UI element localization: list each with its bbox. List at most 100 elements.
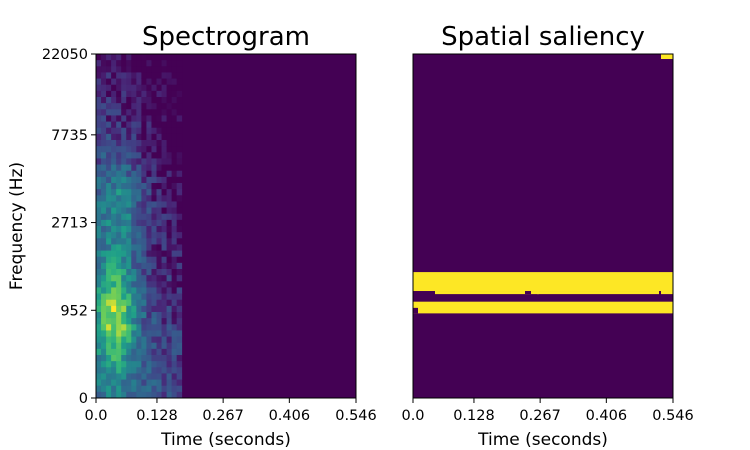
spectrogram-cells: [96, 54, 356, 399]
spectrogram-cell: [101, 287, 107, 294]
spectrogram-cell: [116, 158, 122, 165]
spectrogram-cell: [141, 103, 147, 110]
spectrogram-cell: [166, 299, 173, 307]
spectrogram-cell: [141, 195, 147, 202]
spectrogram-cell: [166, 158, 173, 165]
spectrogram-cell: [136, 330, 142, 337]
spectrogram-x-ticks: 0.0 0.128 0.267 0.406 0.546: [84, 398, 377, 424]
spectrogram-cell: [136, 115, 142, 122]
spectrogram-cell: [156, 72, 162, 79]
spectrogram-cell: [146, 312, 152, 319]
spectrogram-cell: [146, 115, 152, 122]
spectrogram-cell: [96, 103, 102, 110]
spectrogram-cell: [156, 299, 162, 307]
spectrogram-cell: [136, 103, 142, 110]
spectrogram-cell: [151, 219, 157, 227]
spectrogram-cell: [156, 361, 162, 368]
spectrogram-cell: [166, 318, 173, 325]
spectrogram-cell: [171, 281, 178, 288]
spectrogram-cell: [131, 269, 137, 276]
spectrogram-cell: [126, 330, 132, 337]
spectrogram-cell: [131, 275, 137, 282]
spectrogram-cell: [141, 183, 147, 190]
spectrogram-cell: [141, 348, 147, 356]
spectrogram-cell: [171, 90, 178, 98]
spectrogram-cell: [106, 213, 112, 221]
spectrogram-cell: [176, 158, 183, 165]
spectrogram-cell: [101, 250, 107, 258]
spectrogram-cell: [96, 299, 102, 307]
spectrogram-cell: [161, 379, 167, 387]
spectrogram-cell: [166, 207, 173, 215]
spectrogram-cell: [116, 379, 122, 387]
spectrogram-cell: [151, 78, 157, 86]
spectrogram-cell: [101, 146, 107, 153]
x-tick-label: 0.406: [269, 408, 311, 424]
spectrogram-cell: [101, 115, 107, 122]
spectrogram-cell: [151, 244, 157, 251]
spectrogram-cell: [151, 275, 157, 282]
spectrogram-cell: [121, 201, 127, 208]
spectrogram-cell: [106, 164, 112, 172]
spectrogram-cell: [176, 176, 183, 184]
spectrogram-cell: [171, 213, 178, 221]
spectrogram-cell: [166, 133, 173, 141]
spectrogram-cell: [176, 262, 183, 270]
spectrogram-cell: [106, 238, 112, 245]
spectrogram-cell: [141, 293, 147, 301]
spectrogram-cell: [136, 109, 142, 116]
spectrogram-cell: [151, 256, 157, 264]
spectrogram-cell: [141, 164, 147, 172]
spectrogram-cell: [131, 183, 137, 190]
spectrogram-cell: [96, 379, 102, 387]
spectrogram-cell: [116, 391, 122, 399]
spectrogram-cell: [101, 275, 107, 282]
spectrogram-cell: [111, 170, 117, 178]
spectrogram-cell: [176, 127, 183, 135]
spectrogram-cell: [116, 195, 122, 202]
spectrogram-cell: [131, 385, 137, 393]
spectrogram-cell: [141, 305, 147, 313]
spectrogram-cell: [166, 195, 173, 202]
spectrogram-cell: [161, 213, 167, 221]
spectrogram-cell: [96, 256, 102, 264]
spectrogram-cell: [116, 164, 122, 172]
spectrogram-cell: [136, 133, 142, 141]
spectrogram-cell: [161, 391, 167, 399]
spectrogram-cell: [121, 293, 127, 301]
spectrogram-cell: [161, 170, 167, 178]
spectrogram-cell: [121, 133, 127, 141]
spectrogram-cell: [161, 299, 167, 307]
spectrogram-cell: [96, 391, 102, 399]
spectrogram-cell: [126, 201, 132, 208]
spectrogram-cell: [106, 158, 112, 165]
spectrogram-cell: [176, 170, 183, 178]
spectrogram-cell: [116, 385, 122, 393]
spectrogram-cell: [131, 342, 137, 350]
spectrogram-cell: [116, 373, 122, 380]
spectrogram-cell: [131, 195, 137, 202]
spectrogram-cell: [171, 262, 178, 270]
spectrogram-cell: [116, 201, 122, 208]
spectrogram-cell: [96, 312, 102, 319]
spectrogram-cell: [136, 250, 142, 258]
spectrogram-cell: [166, 201, 173, 208]
spectrogram-x-label: Time (seconds): [160, 430, 291, 450]
spectrogram-cell: [106, 355, 112, 362]
spectrogram-cell: [156, 238, 162, 245]
spectrogram-cell: [111, 226, 117, 233]
spectrogram-cell: [141, 385, 147, 393]
spectrogram-cell: [101, 373, 107, 380]
spectrogram-cell: [171, 305, 178, 313]
spectrogram-cell: [126, 66, 132, 73]
spectrogram-cell: [121, 54, 127, 61]
spectrogram-cell: [136, 213, 142, 221]
spectrogram-cell: [126, 324, 132, 331]
spectrogram-cell: [176, 250, 183, 258]
spectrogram-cell: [131, 170, 137, 178]
spectrogram-cell: [136, 275, 142, 282]
spectrogram-cell: [101, 336, 107, 344]
spectrogram-cell: [101, 158, 107, 165]
y-tick-label: 2713: [51, 216, 88, 232]
